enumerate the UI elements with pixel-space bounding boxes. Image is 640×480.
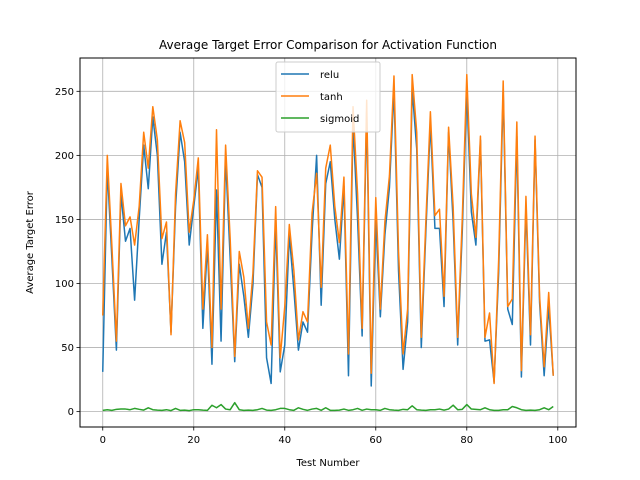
x-tick-label: 0 [100, 435, 106, 446]
axis-ticks: 0 20 40 60 80 100 0 50 100 150 200 250 [55, 87, 567, 446]
series-line-tanh [102, 73, 554, 385]
y-tick-label: 50 [61, 343, 74, 354]
legend: relu tanh sigmoid [275, 61, 381, 133]
x-axis-label: Test Number [295, 458, 360, 469]
y-tick-label: 0 [68, 407, 74, 418]
chart-title: Average Target Error Comparison for Acti… [159, 38, 497, 52]
y-tick-label: 150 [55, 215, 74, 226]
x-tick-label: 100 [548, 435, 567, 446]
y-axis-label: Average Target Error [25, 190, 36, 294]
y-tick-label: 100 [55, 279, 74, 290]
x-tick-label: 40 [278, 435, 291, 446]
x-tick-label: 60 [369, 435, 382, 446]
legend-label-relu: relu [320, 70, 339, 81]
x-tick-label: 20 [187, 435, 200, 446]
y-tick-label: 200 [55, 151, 74, 162]
axes-frame [79, 57, 577, 428]
legend-label-sigmoid: sigmoid [320, 114, 359, 125]
x-tick-label: 80 [460, 435, 473, 446]
legend-box [275, 61, 381, 133]
plot-lines [102, 73, 554, 412]
legend-label-tanh: tanh [320, 92, 343, 103]
y-tick-label: 250 [55, 87, 74, 98]
series-line-sigmoid [102, 401, 554, 412]
